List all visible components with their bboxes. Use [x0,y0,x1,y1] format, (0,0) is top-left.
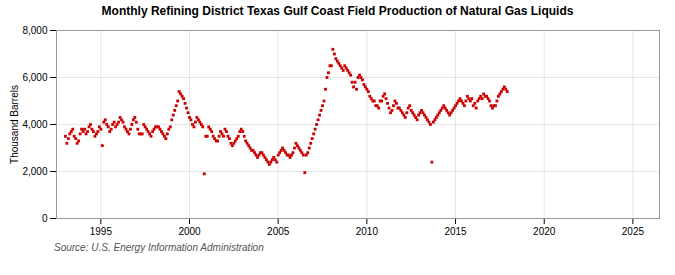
svg-text:2015: 2015 [444,226,467,237]
svg-text:2000: 2000 [178,226,201,237]
svg-text:2025: 2025 [622,226,645,237]
svg-text:8,000: 8,000 [22,25,47,36]
html-text:Monthly Refining District Texa: Monthly Refining District Texas Gulf Coa… [101,4,574,18]
svg-text:2,000: 2,000 [22,166,47,177]
svg-text:Thousand Barrels: Thousand Barrels [9,85,20,164]
svg-text:2020: 2020 [533,226,556,237]
svg-text:6,000: 6,000 [22,72,47,83]
svg-text:2005: 2005 [267,226,290,237]
svg-text:4,000: 4,000 [22,119,47,130]
svg-text:1995: 1995 [90,226,113,237]
svg-text:0: 0 [42,213,48,224]
svg-text:2010: 2010 [356,226,379,237]
html-text:Source: U.S. Energy Informatio: Source: U.S. Energy Information Administ… [54,242,264,253]
